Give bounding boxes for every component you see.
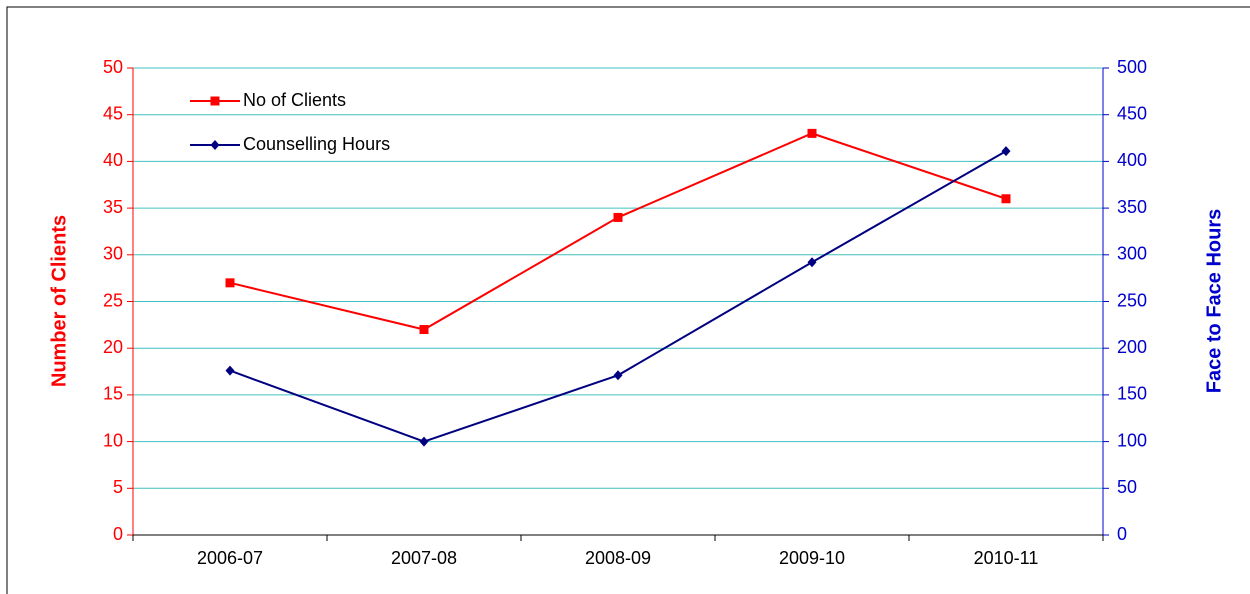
- legend-marker: [210, 96, 220, 106]
- x-tick-label: 2006-07: [197, 548, 263, 568]
- data-point: [419, 436, 429, 447]
- y2-tick-label: 500: [1117, 57, 1147, 77]
- y-tick-label: 50: [103, 57, 123, 77]
- y2-tick-label: 100: [1117, 430, 1147, 450]
- legend-marker: [210, 140, 220, 150]
- x-tick-label: 2010-11: [974, 548, 1039, 568]
- y-tick-label: 40: [103, 150, 123, 170]
- data-point: [225, 365, 235, 376]
- y2-tick-label: 450: [1117, 103, 1147, 123]
- y2-tick-label: 150: [1117, 384, 1147, 404]
- y-tick-label: 45: [103, 103, 123, 123]
- y-tick-label: 20: [103, 337, 123, 357]
- y-tick-label: 15: [103, 384, 123, 404]
- legend-label: No of Clients: [243, 90, 346, 110]
- y2-axis-title: Face to Face Hours: [1203, 209, 1225, 394]
- chart-border: [6, 6, 1250, 594]
- y-tick-label: 30: [103, 244, 123, 264]
- legend-label: Counselling Hours: [243, 134, 390, 154]
- series-line: [229, 150, 1007, 443]
- data-point: [613, 370, 623, 381]
- y2-tick-label: 50: [1117, 477, 1137, 497]
- y2-tick-label: 400: [1117, 150, 1147, 170]
- y-tick-label: 0: [113, 524, 123, 544]
- y2-tick-label: 200: [1117, 337, 1147, 357]
- data-point: [807, 257, 817, 268]
- y-tick-label: 35: [103, 197, 123, 217]
- series-line: [229, 132, 1007, 331]
- data-point: [1001, 194, 1011, 204]
- x-tick-label: 2009-10: [779, 548, 845, 568]
- y-axis-title: Number of Clients: [48, 215, 70, 387]
- data-point: [225, 278, 235, 288]
- y2-tick-label: 300: [1117, 244, 1147, 264]
- y2-tick-label: 350: [1117, 197, 1147, 217]
- y-tick-label: 10: [103, 430, 123, 450]
- data-point: [807, 128, 817, 138]
- y-tick-label: 5: [113, 477, 123, 497]
- x-tick-label: 2008-09: [585, 548, 651, 568]
- y-tick-label: 25: [103, 290, 123, 310]
- y2-tick-label: 250: [1117, 290, 1147, 310]
- y2-tick-label: 0: [1117, 524, 1127, 544]
- data-point: [419, 325, 429, 335]
- data-point: [1001, 146, 1011, 157]
- x-tick-label: 2007-08: [391, 548, 457, 568]
- data-point: [613, 212, 623, 222]
